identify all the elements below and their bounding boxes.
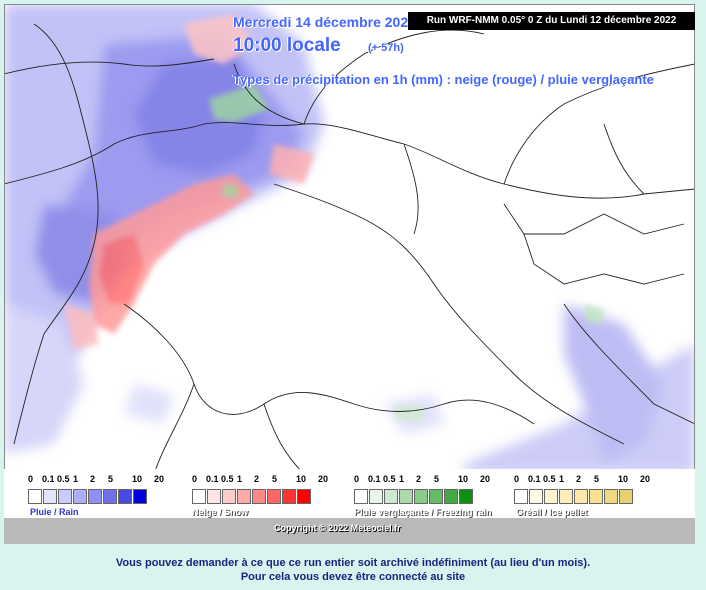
legend-swatch	[118, 489, 132, 504]
legend-ice-pellet: 0 0.1 0.5 1 2 5 10 20	[514, 474, 650, 504]
freezing-rain-field	[209, 84, 604, 422]
legend-swatch	[414, 489, 428, 504]
legend-ticks: 0 0.1 0.5 1 2 5 10 20	[28, 474, 164, 486]
legend-swatch	[354, 489, 368, 504]
legend-tick-label: 1	[399, 474, 405, 484]
legend-tick-label: 0.5	[383, 474, 396, 484]
snow-field	[64, 14, 314, 349]
legend-swatch	[544, 489, 558, 504]
legend-swatch	[133, 489, 147, 504]
legend-swatch	[529, 489, 543, 504]
legend-rain: 0 0.1 0.5 1 2 5 10 20	[28, 474, 164, 504]
legend-swatch	[88, 489, 102, 504]
map-subtitle: Types de précipitation en 1h (mm) : neig…	[233, 72, 654, 87]
legend-swatch	[444, 489, 458, 504]
legend-tick-label: 0.1	[42, 474, 55, 484]
legend-tick-label: 5	[434, 474, 440, 484]
legend-tick-label: 2	[416, 474, 422, 484]
legend-swatch	[58, 489, 72, 504]
precipitation-map-graphic	[4, 4, 695, 544]
archive-notice-line2: Pour cela vous devez être connecté au si…	[240, 571, 466, 583]
legend-label-rain: Pluie / Rain	[30, 507, 79, 517]
legend-swatch	[384, 489, 398, 504]
legend-label-ice-pellet: Grésil / Ice pellet	[516, 507, 588, 517]
legend-tick-label: 1	[559, 474, 565, 484]
legend-ticks: 0 0.1 0.5 1 2 5 10 20	[354, 474, 490, 486]
archive-notice: Vous pouvez demander à ce que ce run ent…	[0, 556, 706, 584]
legend-footer-band	[4, 518, 695, 544]
legend-swatch	[207, 489, 221, 504]
legend-tick-label: 2	[90, 474, 96, 484]
legend-tick-label: 1	[237, 474, 243, 484]
legend-tick-label: 0	[192, 474, 198, 484]
legend-swatch	[267, 489, 281, 504]
forecast-offset: (+ 57h)	[368, 42, 404, 54]
legend-swatch	[589, 489, 603, 504]
legend-tick-label: 5	[594, 474, 600, 484]
legend-swatch	[282, 489, 296, 504]
forecast-map: Mercredi 14 décembre 2022 10:00 locale (…	[4, 4, 695, 544]
legend-tick-label: 10	[618, 474, 629, 484]
borders-layer	[4, 23, 695, 475]
legend-swatch	[43, 489, 57, 504]
legend-tick-label: 2	[254, 474, 260, 484]
legend-tick-label: 0	[28, 474, 34, 484]
legend-swatch	[559, 489, 573, 504]
legend-tick-label: 5	[108, 474, 114, 484]
legend-swatch	[574, 489, 588, 504]
legend-tick-label: 0.5	[543, 474, 556, 484]
legend-tick-label: 0.1	[206, 474, 219, 484]
legend-tick-label: 0.5	[57, 474, 70, 484]
legend-tick-label: 0.1	[528, 474, 541, 484]
legend-tick-label: 20	[318, 474, 329, 484]
legend-swatch	[459, 489, 473, 504]
legend-tick-label: 10	[458, 474, 469, 484]
legend-tick-label: 0.1	[368, 474, 381, 484]
legend-tick-label: 10	[132, 474, 143, 484]
legend-tick-label: 5	[272, 474, 278, 484]
legend-swatches	[28, 489, 148, 504]
legend-swatch	[28, 489, 42, 504]
legend-swatch	[103, 489, 117, 504]
forecast-time-title: 10:00 locale	[233, 35, 341, 56]
legend-swatch	[222, 489, 236, 504]
legend-tick-label: 20	[640, 474, 651, 484]
legend-swatches	[514, 489, 634, 504]
legend-tick-label: 1	[73, 474, 79, 484]
legend-swatch	[369, 489, 383, 504]
legend-swatches	[354, 489, 474, 504]
legend-tick-label: 2	[576, 474, 582, 484]
forecast-date-title: Mercredi 14 décembre 2022	[233, 14, 416, 30]
legend-ticks: 0 0.1 0.5 1 2 5 10 20	[514, 474, 650, 486]
legend-swatches	[192, 489, 312, 504]
legend-label-snow: Neige / Snow	[192, 507, 249, 517]
legend-tick-label: 0	[354, 474, 360, 484]
legend-tick-label: 0.5	[221, 474, 234, 484]
legend-tick-label: 0	[514, 474, 520, 484]
legend-swatch	[399, 489, 413, 504]
legend-tick-label: 20	[480, 474, 491, 484]
copyright-notice: Copyright © 2022 Meteociel.fr	[274, 523, 401, 533]
legend-snow: 0 0.1 0.5 1 2 5 10 20	[192, 474, 328, 504]
legend-swatch	[73, 489, 87, 504]
legend-ticks: 0 0.1 0.5 1 2 5 10 20	[192, 474, 328, 486]
legend-swatch	[237, 489, 251, 504]
legend-freezing-rain: 0 0.1 0.5 1 2 5 10 20	[354, 474, 490, 504]
legend-tick-label: 10	[296, 474, 307, 484]
legend-swatch	[429, 489, 443, 504]
legend-swatch	[297, 489, 311, 504]
legend-swatch	[514, 489, 528, 504]
legend-swatch	[619, 489, 633, 504]
legend-swatch	[192, 489, 206, 504]
legend-label-freezing-rain: Pluie verglaçante / Freezing rain	[354, 507, 492, 517]
legend-swatch	[252, 489, 266, 504]
archive-notice-line1: Vous pouvez demander à ce que ce run ent…	[115, 557, 591, 569]
legend-swatch	[604, 489, 618, 504]
run-info-box: Run WRF-NMM 0.05° 0 Z du Lundi 12 décemb…	[408, 12, 695, 30]
legend-tick-label: 20	[154, 474, 165, 484]
